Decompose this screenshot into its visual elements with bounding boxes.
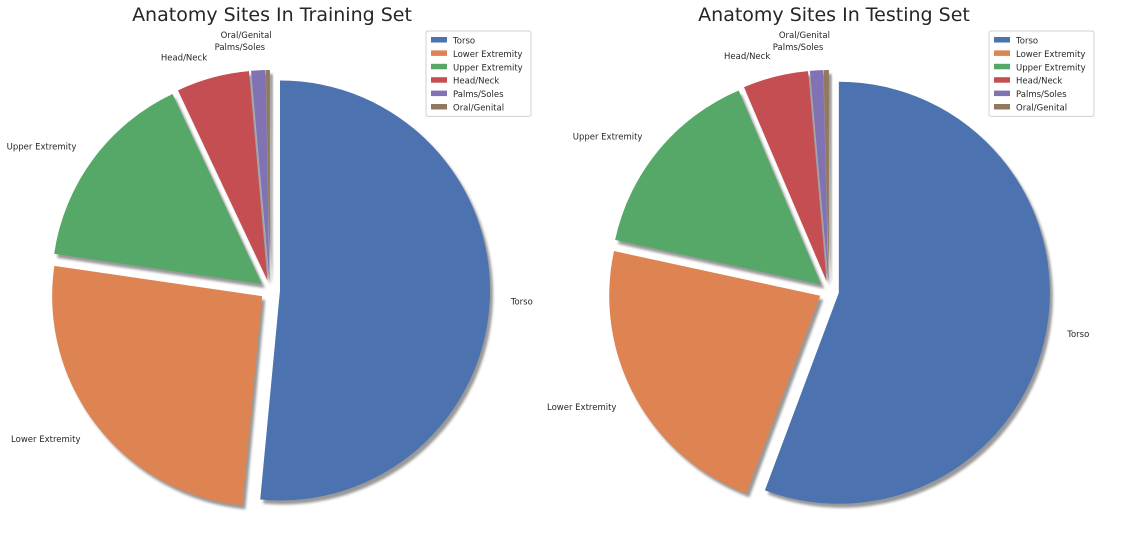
legend-label-palms-soles: Palms/Soles: [453, 90, 504, 100]
slice-label-torso: Torso: [510, 297, 533, 307]
slice-label-lower-extremity: Lower Extremity: [11, 435, 80, 445]
slice-label-torso: Torso: [1066, 330, 1089, 340]
pie-slice-head-neck: [743, 71, 827, 282]
chart-title: Anatomy Sites In Testing Set: [698, 4, 970, 26]
pie-slice-upper-extremity: [615, 90, 822, 285]
pie-slice-lower-extremity: [52, 265, 263, 506]
legend-swatch-palms-soles: [994, 90, 1010, 97]
legend-swatch-lower-extremity: [994, 50, 1010, 56]
slice-label-head-neck: Head/Neck: [161, 53, 207, 63]
legend-swatch-head-neck: [431, 77, 447, 83]
legend-swatch-oral-genital: [994, 104, 1010, 110]
pie-slice-head-neck: [177, 71, 268, 281]
chart-legend: Torso Lower Extremity Upper Extremity Head/…: [988, 30, 1095, 117]
slice-label-head-neck: Head/Neck: [724, 52, 770, 62]
slice-label-palms-soles: Palms/Soles: [773, 43, 824, 53]
pie-slice-upper-extremity: [54, 94, 262, 285]
chart-legend: Torso Lower Extremity Upper Extremity Head/…: [425, 30, 532, 117]
training-pie-chart: Anatomy Sites In Training Set Torso Lower…: [7, 4, 533, 510]
legend-swatch-lower-extremity: [431, 50, 447, 56]
legend-label-head-neck: Head/Neck: [1016, 77, 1062, 87]
pie-slice-palms-soles: [809, 70, 829, 282]
chart-title: Anatomy Sites In Training Set: [132, 4, 412, 26]
pie-slice-torso: [260, 80, 490, 501]
slice-label-oral-genital: Oral/Genital: [779, 31, 830, 41]
legend-label-torso: Torso: [452, 37, 475, 47]
slice-label-upper-extremity: Upper Extremity: [573, 133, 643, 143]
pie-slice-torso: [764, 81, 1050, 504]
pie-slice-lower-extremity: [609, 251, 821, 494]
slice-label-oral-genital: Oral/Genital: [221, 31, 272, 41]
legend-swatch-upper-extremity: [994, 63, 1010, 70]
legend-label-palms-soles: Palms/Soles: [1016, 90, 1067, 100]
legend-label-oral-genital: Oral/Genital: [453, 104, 504, 114]
testing-pie-chart: Anatomy Sites In Testing Set Torso Lower …: [547, 4, 1095, 508]
pie-slice-palms-soles: [251, 70, 270, 281]
pie-slice-oral-genital: [265, 70, 270, 281]
pie-slice-oral-genital: [823, 70, 829, 282]
legend-swatch-upper-extremity: [431, 63, 447, 70]
slice-label-palms-soles: Palms/Soles: [215, 43, 266, 53]
slice-label-upper-extremity: Upper Extremity: [7, 143, 77, 153]
legend-label-torso: Torso: [1015, 37, 1038, 47]
legend-label-oral-genital: Oral/Genital: [1016, 104, 1067, 114]
legend-swatch-palms-soles: [431, 90, 447, 97]
legend-swatch-oral-genital: [431, 104, 447, 110]
legend-label-lower-extremity: Lower Extremity: [1016, 50, 1085, 60]
legend-label-lower-extremity: Lower Extremity: [453, 50, 522, 60]
legend-label-head-neck: Head/Neck: [453, 77, 499, 87]
slice-shadow-oral-genital: [268, 74, 273, 285]
legend-frame: [425, 30, 532, 117]
legend-swatch-head-neck: [994, 77, 1010, 83]
legend-swatch-torso: [994, 37, 1010, 43]
legend-label-upper-extremity: Upper Extremity: [453, 63, 523, 73]
legend-swatch-torso: [431, 37, 447, 43]
slice-label-lower-extremity: Lower Extremity: [547, 403, 616, 413]
legend-label-upper-extremity: Upper Extremity: [1016, 63, 1086, 73]
legend-frame: [988, 30, 1095, 117]
